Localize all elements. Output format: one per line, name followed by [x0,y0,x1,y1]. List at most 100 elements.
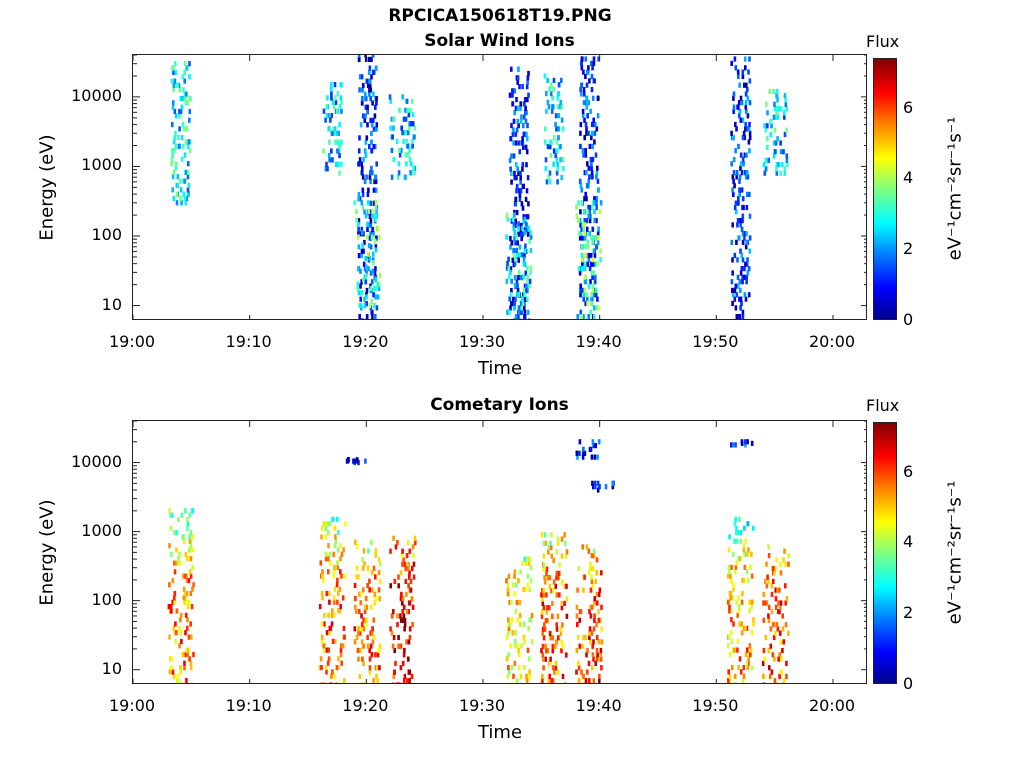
flux-cell [526,97,529,103]
flux-cell [518,244,522,250]
flux-cell [407,656,410,662]
flux-cell [183,152,187,158]
flux-cell [767,157,770,163]
flux-cell [735,314,739,319]
flux-cell [588,218,592,224]
flux-cell [522,287,526,293]
flux-cell [515,209,519,216]
flux-cell [370,122,374,128]
flux-cell [549,152,553,158]
flux-cell [741,69,745,75]
flux-cell [357,196,360,202]
flux-cell [513,88,516,94]
flux-cell [511,88,514,94]
flux-cell [182,595,186,601]
flux-cell [541,652,545,658]
flux-cell [742,577,745,583]
flux-cell [735,538,739,544]
flux-cell [745,625,749,631]
flux-cell [173,591,177,597]
x-tick-label: 19:40 [575,696,622,715]
flux-cell [511,131,515,137]
flux-cell [391,682,395,683]
flux-cell [735,126,738,132]
flux-cell [186,525,189,531]
flux-cell [369,630,373,636]
flux-cell [525,678,529,683]
flux-cell [595,200,598,206]
flux-cell [513,591,516,597]
flux-cell [529,617,533,623]
flux-cell [731,300,734,307]
flux-cell [741,590,744,597]
flux-cell [735,239,738,245]
flux-cell [587,570,591,576]
flux-cell [541,600,545,606]
flux-cell [526,123,529,129]
flux-cell [510,66,513,72]
flux-cell [407,125,411,131]
flux-cell [739,556,742,562]
flux-cell [740,266,744,272]
flux-cell [586,69,589,75]
flux-cell [362,587,365,593]
flux-cell [513,230,517,236]
flux-cell [585,544,589,550]
flux-cell [324,166,328,172]
flux-cell [590,170,594,176]
flux-cell [325,104,329,110]
flux-cell [412,553,415,559]
flux-cell [578,450,581,456]
flux-cell [524,227,528,233]
flux-cell [596,454,599,460]
spectrogram-svg [133,421,866,683]
flux-cell [775,162,779,168]
flux-cell [741,156,745,163]
flux-cell [365,617,368,623]
flux-cell [593,617,596,623]
flux-cell [580,669,583,675]
flux-cell [377,587,381,593]
flux-cell [577,217,580,223]
flux-cell [170,78,174,84]
flux-cell [742,130,746,136]
flux-cell [405,98,409,104]
flux-cell [177,678,180,683]
flux-cell [587,314,590,319]
flux-cell [366,634,369,640]
flux-cell [326,521,330,527]
flux-cell [743,551,746,557]
plot-area[interactable] [132,54,867,320]
flux-cell [186,516,189,523]
flux-cell [333,564,336,570]
flux-cell [189,660,193,666]
flux-cell [396,540,399,546]
flux-cell [516,118,520,124]
flux-cell [327,556,330,562]
flux-cell [523,214,527,220]
flux-cell [750,630,754,636]
flux-cell [748,78,752,84]
flux-cell [401,553,404,559]
flux-cell [189,665,193,671]
flux-cell [324,556,328,562]
flux-cell [762,647,766,654]
flux-cell [525,162,528,168]
flux-cell [365,234,369,240]
flux-cell [404,152,408,158]
plot-area[interactable] [132,420,867,684]
flux-cell [577,565,581,572]
flux-cell [372,126,376,132]
flux-cell [325,669,328,675]
flux-cell [595,557,599,563]
flux-cell [371,314,374,319]
flux-cell [338,144,341,150]
flux-cell [598,587,602,593]
flux-cell [590,300,593,307]
flux-cell [560,117,564,123]
flux-cell [373,178,376,185]
flux-cell [333,638,337,644]
flux-cell [553,669,556,675]
flux-cell [584,152,588,158]
flux-cell [323,621,326,627]
